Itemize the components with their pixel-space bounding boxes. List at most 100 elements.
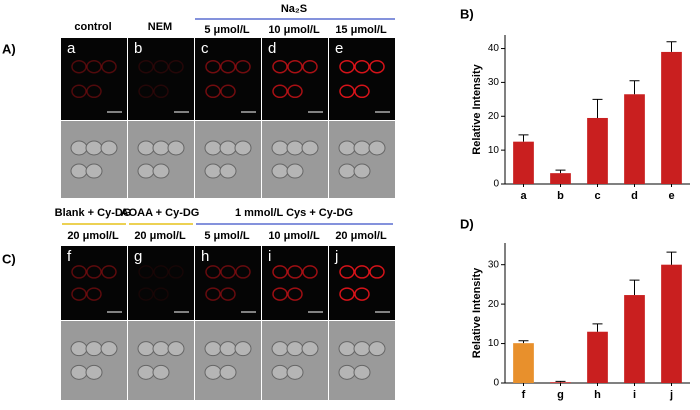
y-axis-label: Relative Intensity [471, 63, 483, 154]
cell [204, 364, 222, 380]
image-letter: d [268, 40, 276, 57]
cell [368, 341, 386, 357]
cell [138, 84, 154, 99]
fluorescence-image [262, 38, 328, 120]
cell [152, 163, 170, 179]
error-bar [592, 98, 603, 118]
y-tick-label: 10 [488, 338, 500, 349]
image-letter: c [201, 40, 209, 57]
error-bar [629, 279, 640, 296]
image-letter: g [134, 248, 142, 265]
y-tick-label: 40 [488, 43, 500, 54]
cell [369, 265, 385, 279]
cell [85, 341, 103, 357]
cell [137, 341, 155, 357]
bar [550, 173, 571, 184]
column-header: 20 μmol/L [134, 230, 186, 242]
fluorescence-image [61, 38, 127, 120]
brightfield-image [128, 121, 194, 198]
cell [272, 287, 288, 301]
x-tick-label: d [631, 190, 638, 202]
fluorescence-image [329, 38, 395, 120]
cell [138, 265, 154, 279]
cell [204, 163, 222, 179]
cell [287, 84, 303, 99]
fluorescence-image [128, 38, 194, 120]
cell [71, 287, 87, 301]
column-header: 15 μmol/L [335, 24, 387, 36]
cell [219, 341, 237, 357]
fluorescence-image [195, 38, 261, 120]
bar [661, 264, 682, 383]
cell [271, 341, 289, 357]
cell [205, 265, 221, 279]
cell [235, 59, 251, 74]
brightfield-image [329, 321, 395, 400]
cell [219, 364, 237, 380]
x-tick-label: b [557, 190, 564, 202]
bar [661, 51, 682, 184]
cell [286, 163, 304, 179]
bar [513, 141, 534, 184]
cell [205, 84, 221, 99]
brightfield-image [61, 121, 127, 198]
cell [287, 265, 303, 279]
cell [137, 140, 155, 156]
brightfield-image [195, 321, 261, 400]
y-tick-label: 0 [493, 378, 499, 389]
cell [153, 287, 169, 301]
error-bar [629, 80, 640, 95]
cell [338, 341, 356, 357]
group-header: Blank + Cy-DG [55, 207, 132, 219]
error-bar [518, 134, 529, 142]
panel-label: A) [2, 41, 16, 56]
y-tick-label: 10 [488, 145, 500, 156]
column-header: 5 μmol/L [204, 24, 250, 36]
panel-label: D) [460, 216, 474, 231]
cell [152, 140, 170, 156]
cell [71, 84, 87, 99]
column-header: 20 μmol/L [335, 230, 387, 242]
cell [369, 59, 385, 74]
cell [100, 140, 118, 156]
cell [234, 341, 252, 357]
cell [152, 341, 170, 357]
bar [587, 331, 608, 383]
fluorescence-image [329, 246, 395, 320]
cell [338, 364, 356, 380]
y-tick-label: 30 [488, 77, 500, 88]
cell [205, 287, 221, 301]
cell [338, 140, 356, 156]
column-header: control [74, 21, 111, 33]
x-tick-label: a [520, 190, 527, 202]
y-tick-label: 30 [488, 259, 500, 270]
cell [354, 84, 370, 99]
column-header: NEM [148, 21, 172, 33]
cell [71, 265, 87, 279]
cell [354, 287, 370, 301]
image-letter: j [334, 248, 338, 265]
y-tick-label: 20 [488, 299, 500, 310]
cell [353, 140, 371, 156]
brightfield-image [262, 121, 328, 198]
cell [204, 341, 222, 357]
error-bar [592, 323, 603, 332]
x-tick-label: i [633, 389, 636, 401]
cell [220, 59, 236, 74]
panel-label: B) [460, 6, 474, 21]
cell [302, 59, 318, 74]
fluorescence-image [195, 246, 261, 320]
cell [85, 163, 103, 179]
cell [302, 265, 318, 279]
column-header: 5 μmol/L [204, 230, 250, 242]
cell [219, 163, 237, 179]
cell [86, 265, 102, 279]
cell [286, 364, 304, 380]
brightfield-image [262, 321, 328, 400]
cell [86, 59, 102, 74]
column-header: 10 μmol/L [268, 24, 320, 36]
cell [137, 364, 155, 380]
column-header: 20 μmol/L [67, 230, 119, 242]
cell [168, 59, 184, 74]
y-tick-label: 0 [493, 179, 499, 190]
